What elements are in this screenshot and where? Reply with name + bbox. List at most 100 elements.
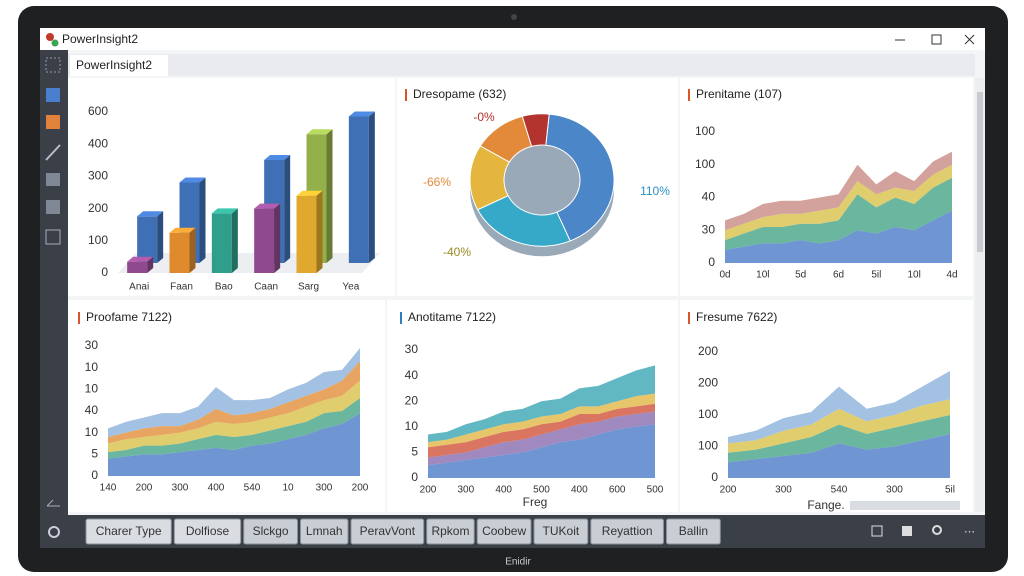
x-tick-label: 200 (720, 485, 737, 496)
toolbar-button[interactable] (173, 518, 242, 545)
title-bar (40, 28, 985, 50)
bar-side (326, 129, 333, 263)
bar-top (254, 203, 281, 209)
bar (169, 232, 190, 273)
y-tick-label: 0 (411, 470, 418, 484)
search-icon[interactable] (932, 525, 942, 535)
toolbar-button[interactable] (590, 518, 664, 545)
bar-side (157, 211, 164, 263)
y-tick-label: 200 (88, 201, 108, 215)
x-tick-label: 300 (886, 485, 903, 496)
bar-side (189, 227, 196, 273)
y-tick-label: 20 (405, 393, 419, 407)
sidebar (40, 50, 68, 548)
x-tick-label: 5il (871, 270, 881, 281)
h-scrollbar[interactable] (850, 501, 960, 510)
settings-icon[interactable] (48, 526, 60, 538)
y-tick-label: 40 (85, 403, 99, 417)
tab[interactable] (70, 55, 168, 76)
y-tick-label: 600 (88, 104, 108, 118)
area (108, 413, 360, 476)
x-axis-label: Freg (523, 495, 548, 509)
chart-title: Dresopame (632) (413, 87, 506, 101)
x-tick-label: 300 (457, 485, 474, 496)
x-tick-label: 540 (831, 485, 848, 496)
maximize-button[interactable] (931, 34, 942, 45)
tab-label: PowerInsight2 (76, 58, 152, 72)
area (725, 210, 952, 263)
close-button[interactable] (964, 34, 975, 45)
table-icon[interactable] (46, 200, 60, 214)
bar-side (274, 203, 281, 273)
toolbar-button[interactable] (243, 518, 298, 545)
toolbar-button[interactable] (476, 518, 532, 545)
x-tick-label: 300 (775, 485, 792, 496)
line-icon[interactable] (46, 173, 60, 186)
toolbar-button[interactable] (533, 518, 589, 545)
toolbar-button-label: Ballin (679, 524, 708, 538)
x-tick-label: 6d (833, 270, 844, 281)
x-tick-label: 300 (172, 483, 189, 494)
annotation: -66% (423, 175, 451, 189)
scrollbar[interactable] (975, 78, 985, 512)
bar-side (284, 154, 291, 263)
chart-title: Proofame 7122) (86, 310, 172, 324)
x-tick-label: 10l (756, 270, 769, 281)
bar-side (316, 190, 323, 273)
x-tick-label: 400 (571, 485, 588, 496)
x-tick-label: 10l (907, 270, 920, 281)
back-icon[interactable] (46, 499, 60, 507)
area (428, 393, 655, 448)
area (725, 177, 952, 250)
annotation: -40% (443, 245, 471, 259)
toolbar-button-label: Lmnah (306, 524, 343, 538)
bar-top (137, 211, 164, 217)
x-tick-label: 500 (533, 485, 550, 496)
edit-icon[interactable] (871, 525, 883, 537)
add-icon[interactable] (46, 115, 60, 129)
y-tick-label: 40 (405, 368, 419, 382)
area (428, 411, 655, 466)
y-tick-label: 0 (708, 255, 715, 269)
bar (211, 213, 232, 273)
y-tick-label: 200 (698, 344, 718, 358)
bar (137, 216, 158, 263)
y-tick-label: 0 (711, 470, 718, 484)
x-tick-label: Yea (342, 282, 359, 293)
y-tick-label: 10 (85, 382, 99, 396)
toolbar-button[interactable] (666, 518, 721, 545)
bar-top (179, 177, 206, 183)
toolbar-button[interactable] (300, 518, 349, 545)
chart-icon[interactable] (46, 88, 60, 102)
menu-icon[interactable] (45, 57, 61, 73)
sidebar-icons (45, 57, 61, 538)
x-tick-label: Sarg (298, 282, 319, 293)
bar (127, 261, 148, 273)
x-tick-label: 600 (609, 485, 626, 496)
frame-icon[interactable] (45, 229, 61, 245)
scrollbar-thumb[interactable] (977, 92, 983, 252)
donut-slice (545, 113, 615, 242)
x-tick-label: 300 (316, 483, 333, 494)
area (728, 433, 950, 478)
title-marker (78, 312, 80, 324)
app-logo (46, 33, 54, 41)
pen-icon[interactable] (45, 144, 61, 161)
home-icon[interactable] (902, 526, 912, 536)
area (728, 370, 950, 444)
window-title: PowerInsight2 (62, 32, 138, 46)
toolbar-button[interactable] (426, 518, 475, 545)
toolbar-icons: ⋯ (871, 525, 975, 538)
area (725, 151, 952, 231)
title-marker (688, 312, 690, 324)
bar-top (127, 256, 154, 262)
bar-side (231, 208, 238, 273)
bar-top (306, 129, 333, 135)
x-tick-label: Anai (129, 282, 149, 293)
y-tick-label: 100 (88, 233, 108, 247)
area (108, 361, 360, 444)
toolbar-button-label: PeravVont (360, 524, 416, 538)
toolbar-button[interactable] (85, 518, 172, 545)
more-icon[interactable]: ⋯ (964, 526, 975, 538)
toolbar-button[interactable] (350, 518, 425, 545)
